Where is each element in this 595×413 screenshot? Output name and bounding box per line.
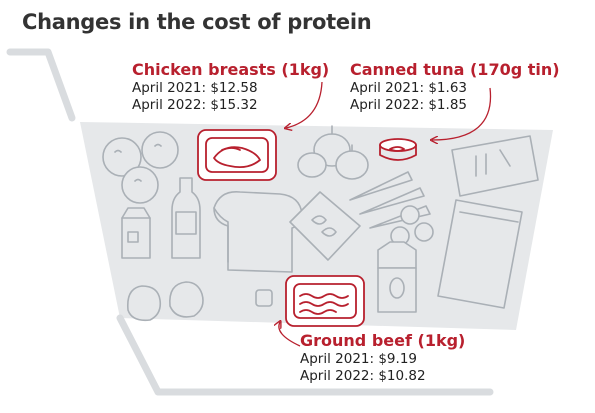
chicken-label: Chicken breasts (1kg) xyxy=(132,60,330,79)
chicken-leader-arrow xyxy=(286,81,323,128)
beef-price-2022: April 2022: $10.82 xyxy=(300,368,426,384)
chicken-package-icon xyxy=(197,129,277,181)
apples-icon xyxy=(390,205,434,246)
beef-callout: Ground beef (1kg) April 2021: $9.19 Apri… xyxy=(300,331,465,385)
coffee-carton-icon xyxy=(377,241,417,313)
rice-bag-icon xyxy=(451,135,539,197)
chart-title: Changes in the cost of protein xyxy=(22,10,372,34)
tuna-label: Canned tuna (170g tin) xyxy=(350,60,560,79)
chicken-price-2021: April 2021: $12.58 xyxy=(132,80,258,96)
tuna-can-icon xyxy=(379,138,417,161)
beef-price-2021: April 2021: $9.19 xyxy=(300,351,417,367)
tuna-callout: Canned tuna (170g tin) April 2021: $1.63… xyxy=(350,60,560,114)
tuna-price-2022: April 2022: $1.85 xyxy=(350,97,467,113)
tuna-price-2021: April 2021: $1.63 xyxy=(350,80,467,96)
chicken-callout: Chicken breasts (1kg) April 2021: $12.58… xyxy=(132,60,329,114)
beef-label: Ground beef (1kg) xyxy=(300,331,466,350)
cart-handle xyxy=(6,48,76,122)
bread-icon xyxy=(213,191,303,273)
tuna-leader-arrow xyxy=(432,87,492,140)
cart-frame xyxy=(116,314,494,396)
ziploc-bag-icon xyxy=(437,199,523,309)
onions-icon xyxy=(297,125,369,180)
chicken-price-2022: April 2022: $15.32 xyxy=(132,97,258,113)
ground-beef-package-icon xyxy=(285,275,365,327)
bottle-icon xyxy=(171,177,201,259)
beef-leader-arrow xyxy=(279,322,301,347)
small-carton-icon xyxy=(121,207,151,259)
oranges-icon xyxy=(102,131,179,204)
pasta-bag-icon xyxy=(289,191,361,261)
peppers-icon xyxy=(126,281,204,322)
jar-icon xyxy=(255,289,273,307)
